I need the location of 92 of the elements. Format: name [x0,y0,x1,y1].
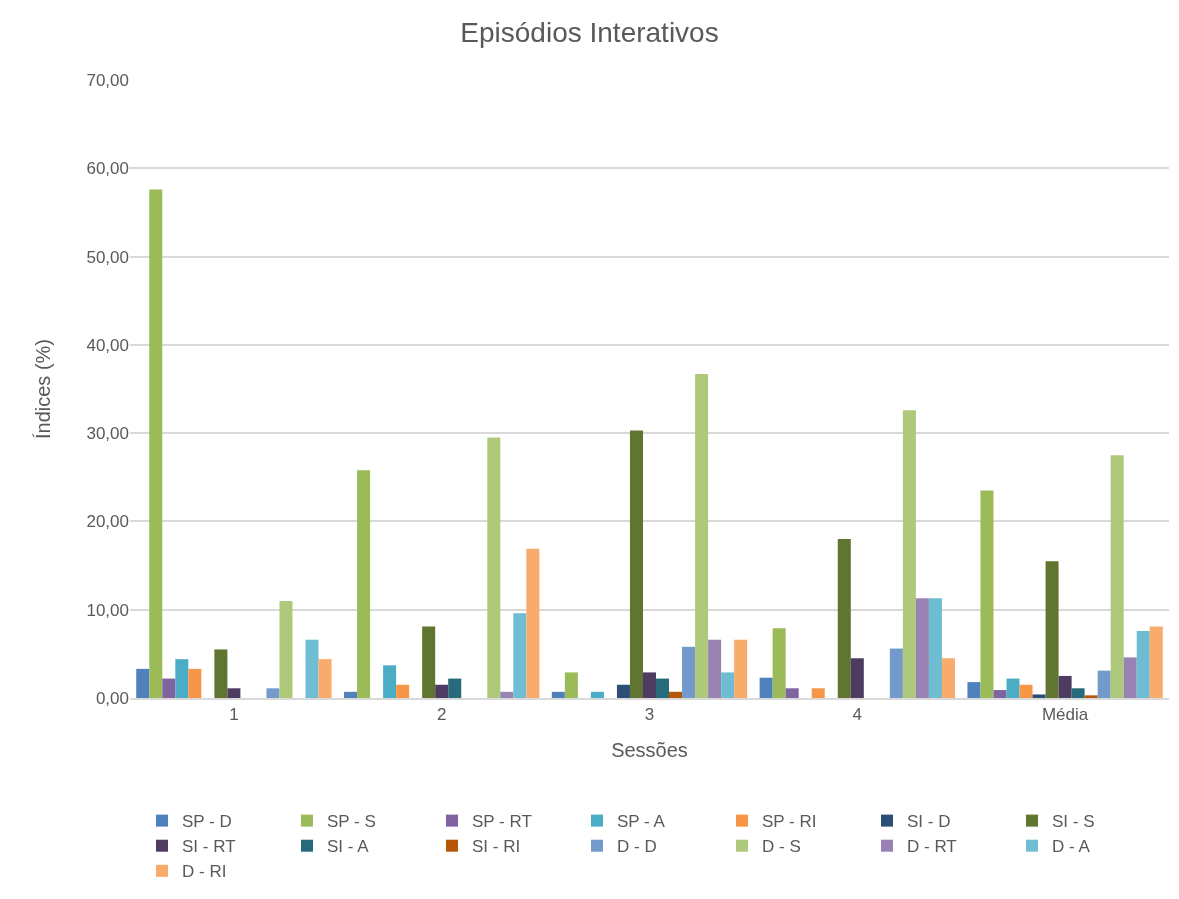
bar [357,470,371,698]
bar [526,548,540,698]
legend-label: SP - RI [762,812,817,832]
bar [1019,684,1033,698]
bar [448,678,462,698]
bar [162,678,176,698]
bar [1071,688,1085,698]
bar [214,649,228,698]
bar [785,688,799,698]
bar [629,430,643,698]
bar [837,539,851,698]
legend-label: D - A [1052,837,1091,857]
bar [422,626,436,698]
legend-label: SI - D [907,812,951,832]
legend-label: SP - S [327,812,376,832]
y-tick-label: 50,00 [86,247,129,267]
legend-label: D - S [762,837,801,857]
x-tick-label: 3 [644,705,655,725]
legend-label: SP - RT [472,812,532,832]
legend-label: SP - A [617,812,666,832]
bar [149,189,163,698]
bar [759,677,773,698]
y-tick-label: 40,00 [86,335,129,355]
bar [669,691,683,698]
bar [993,690,1007,698]
bar [1097,670,1111,698]
legend-label: SP - D [182,812,232,832]
legend-label: SI - RT [182,837,236,857]
bar [318,659,332,698]
legend-label: D - D [617,837,657,857]
bar [850,658,864,698]
bar [500,691,514,698]
bar [564,672,578,698]
bar [1058,675,1072,698]
y-axis-title: Índices (%) [31,338,54,440]
bar [266,688,280,698]
bar [915,598,929,698]
x-tick-label: 4 [852,705,863,725]
bar [435,684,449,698]
bar [708,639,722,698]
chart-title: Episódios Interativos [460,17,719,49]
y-tick-label: 60,00 [86,159,129,179]
bar [1110,455,1124,698]
y-tick-label: 10,00 [86,600,129,620]
bar [941,658,955,698]
bar [344,691,358,698]
bar [227,688,241,698]
bar [734,639,748,698]
bar [642,672,657,698]
y-tick-label: 20,00 [86,512,129,532]
x-tick-label: 1 [229,705,239,725]
bar [188,668,202,698]
y-tick-label: 0,00 [95,688,129,708]
bar [656,678,670,698]
bar [396,684,410,698]
x-tick-label: 2 [436,705,447,725]
bar [1084,695,1098,698]
legend-label: D - RT [907,837,957,857]
legend-label: SI - RI [472,837,521,857]
bar [889,648,903,698]
bar [682,646,696,698]
bar [513,613,527,698]
y-tick-label: 70,00 [86,70,129,90]
bar [551,691,565,698]
legend-label: SI - A [327,837,370,857]
bar [383,665,397,698]
legend-label: D - RI [182,862,227,882]
bar [1149,626,1163,698]
bar [811,688,825,698]
bar [772,628,786,698]
bar [279,600,293,698]
bar [928,598,942,698]
bar [175,659,189,698]
y-tick-label: 30,00 [86,424,129,444]
bar [1123,657,1137,698]
bar [590,691,604,698]
bar [902,410,916,698]
bar [695,373,709,698]
legend-label: SI - S [1052,812,1095,832]
bar [1045,561,1059,698]
x-axis-title: Sessões [611,739,688,762]
bar [721,672,735,698]
bar [487,437,501,698]
bar [1032,694,1046,698]
bar [305,639,319,698]
bar [967,682,981,698]
bar [616,684,630,698]
bar [980,490,994,698]
x-tick-label: Média [1041,705,1089,725]
bar [1006,678,1020,698]
bar [1136,630,1150,698]
bar [136,668,150,698]
